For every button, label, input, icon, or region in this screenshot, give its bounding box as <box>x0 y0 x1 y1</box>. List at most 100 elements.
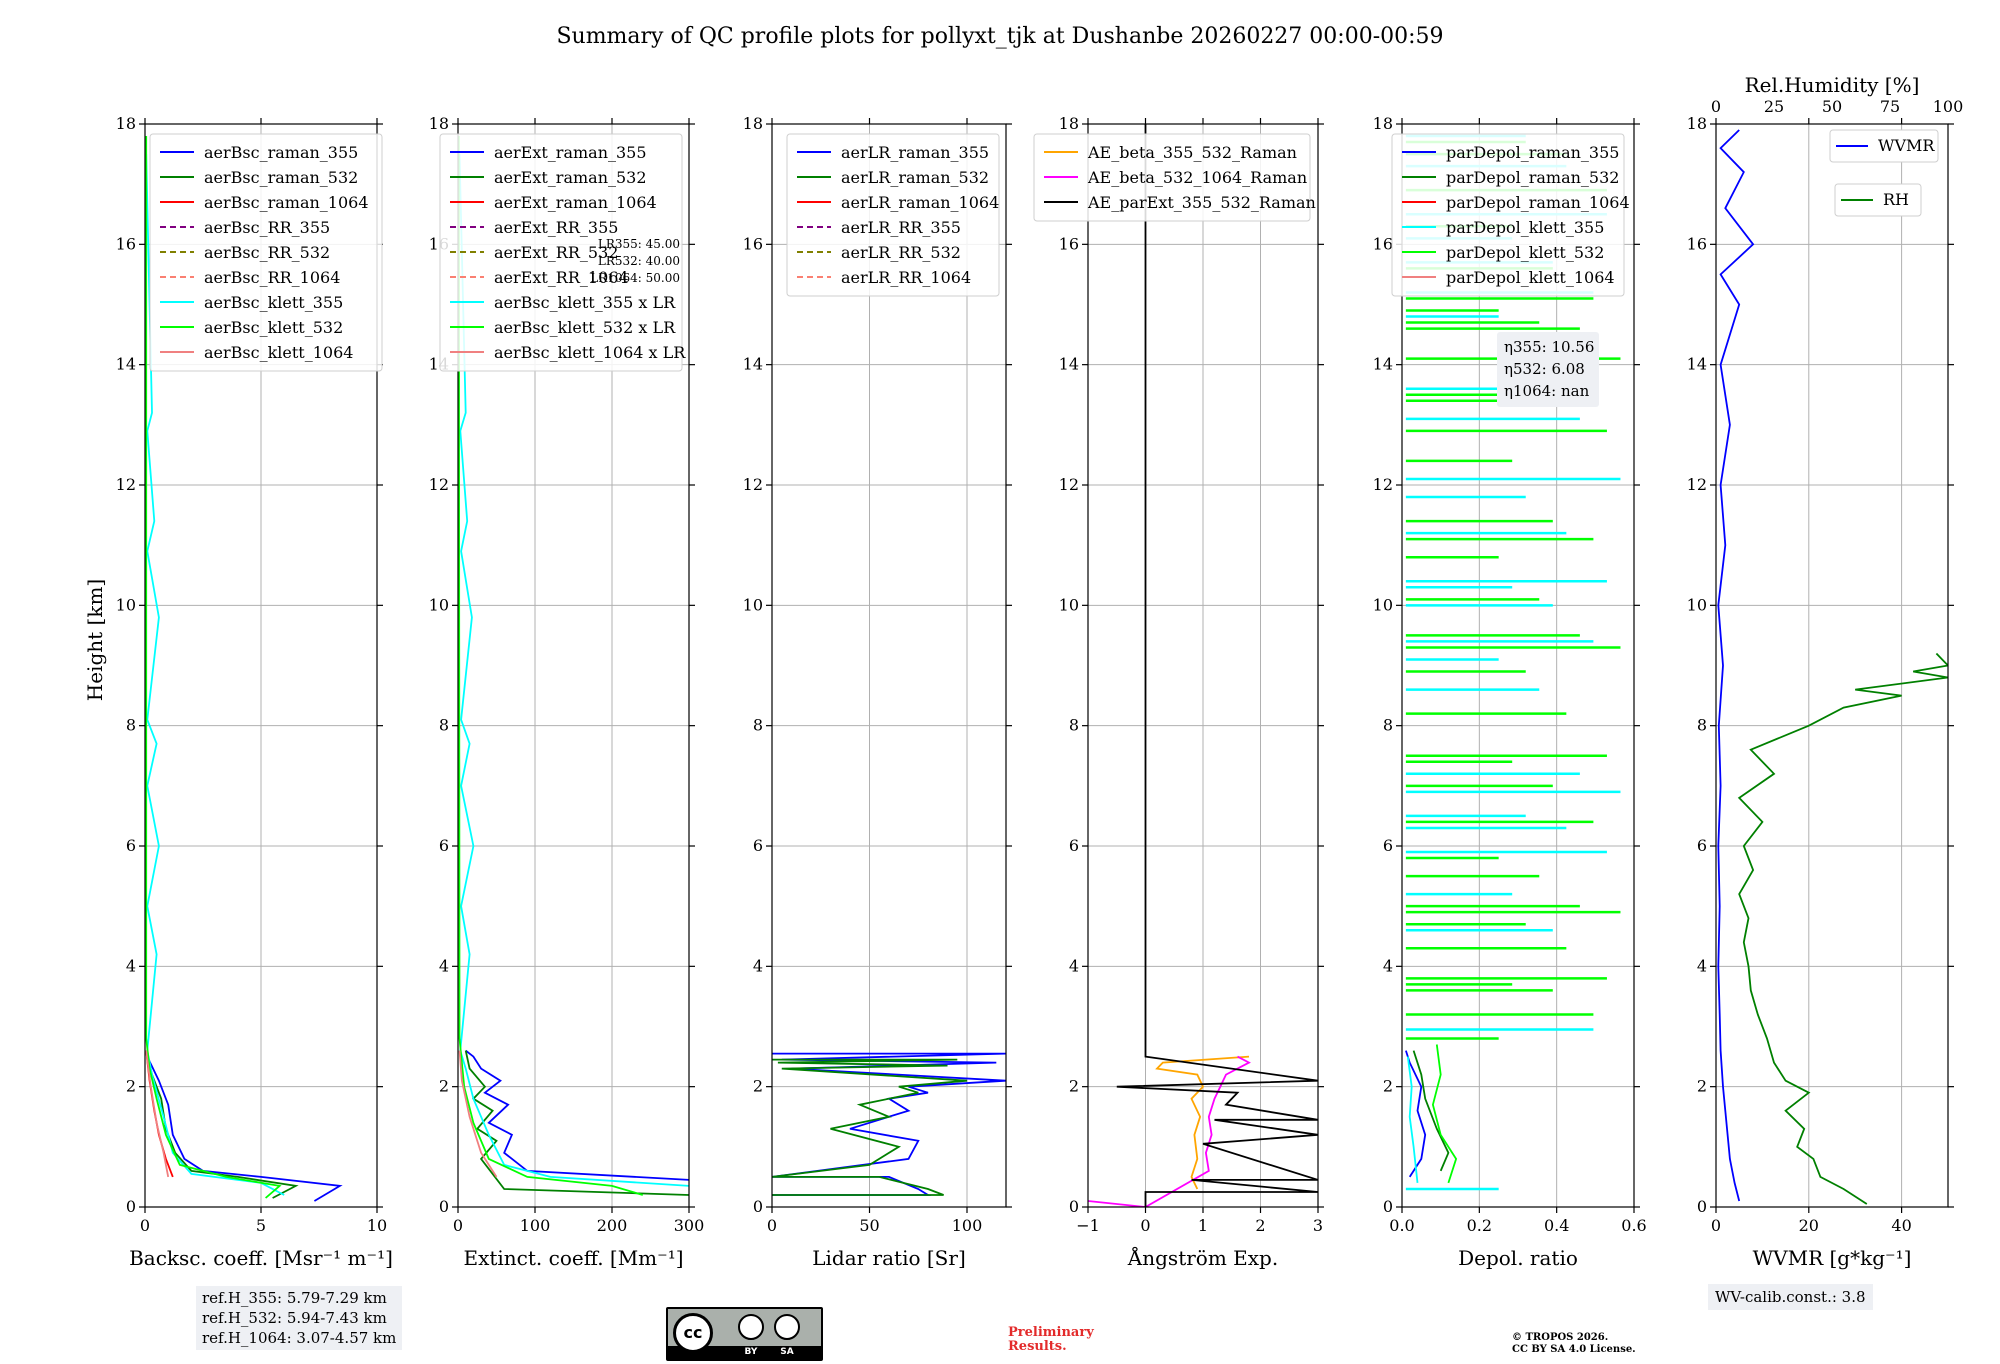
legend-box <box>1391 133 1625 297</box>
y-tick-label: 2 <box>126 1077 136 1096</box>
y-tick-label: 10 <box>1687 595 1707 614</box>
y-tick-label: 0 <box>1383 1197 1393 1216</box>
panel-bsc: 0 5 10 0 2 4 6 8 10 12 14 16 18 Backsc. coeff. [Msr⁻¹… <box>116 114 393 1270</box>
x-tick-label: 100 <box>520 1216 551 1235</box>
x-tick-label: 50 <box>859 1216 879 1235</box>
y-tick-label: 2 <box>753 1077 763 1096</box>
y-tick-label: 6 <box>1697 836 1707 855</box>
reference-heights-box: ref.H_355: 5.79-7.29 km ref.H_532: 5.94-… <box>196 1286 403 1350</box>
legend-label: aerBsc_raman_355 <box>204 143 358 162</box>
x-tick-label: 10 <box>367 1216 387 1235</box>
legend-box <box>149 133 383 372</box>
legend-box <box>439 133 683 372</box>
y-tick-label: 16 <box>1687 234 1707 253</box>
legend-label: aerLR_raman_1064 <box>841 193 999 212</box>
legend-label: WVMR <box>1878 136 1935 155</box>
legend-label: aerBsc_klett_532 <box>204 318 343 337</box>
y-tick-label: 14 <box>743 355 763 374</box>
data-layer <box>458 135 689 1196</box>
legend-label: aerBsc_klett_532 x LR <box>494 318 676 337</box>
x-tick-label: −1 <box>1076 1216 1100 1235</box>
legend-label: AE_beta_532_1064_Raman <box>1087 168 1307 187</box>
share-alike-icon <box>774 1314 800 1340</box>
y-tick-label: 18 <box>429 114 449 133</box>
eta-annotation: η532: 6.08 <box>1504 360 1585 378</box>
y-tick-label: 0 <box>753 1197 763 1216</box>
legend-label: aerExt_raman_1064 <box>494 193 657 212</box>
y-tick-label: 6 <box>753 836 763 855</box>
y-tick-label: 0 <box>439 1197 449 1216</box>
wv-calibration-box: WV-calib.const.: 3.8 <box>1708 1284 1873 1310</box>
data-layer <box>145 136 343 1202</box>
top-x-tick-label: 0 <box>1711 97 1721 116</box>
x-tick-label: 20 <box>1799 1216 1819 1235</box>
lr-annotation: LR1064: 50.00 <box>590 271 680 285</box>
legend-label: aerLR_raman_355 <box>841 143 989 162</box>
series-aerBsc_klett_355 <box>145 154 285 1196</box>
y-tick-label: 14 <box>116 355 136 374</box>
series-aerBsc_raman_355 <box>146 1056 343 1202</box>
x-tick-label: 100 <box>952 1216 983 1235</box>
y-tick-label: 0 <box>126 1197 136 1216</box>
x-tick-label: 0 <box>453 1216 463 1235</box>
series-AE_beta_355_532_Raman <box>1155 1055 1250 1190</box>
series-aerExt_raman_532 <box>464 1050 689 1196</box>
figure-title: Summary of QC profile plots for pollyxt_… <box>556 24 1443 49</box>
y-tick-label: 18 <box>116 114 136 133</box>
legend-box <box>1834 183 1922 217</box>
panel-depol: 0.0 0.2 0.4 0.6 0 2 4 6 8 10 12 14 16 18 Depol. ratio p… <box>1373 114 1647 1270</box>
y-tick-label: 6 <box>439 836 449 855</box>
series-aerBsc_klett_532 <box>145 136 282 1199</box>
legend-label: aerExt_RR_532 <box>494 243 618 262</box>
x-axis-label: Backsc. coeff. [Msr⁻¹ m⁻¹] <box>129 1246 393 1270</box>
legend-label: aerBsc_klett_355 x LR <box>494 293 676 312</box>
series-aerLR_raman_355 <box>772 1052 1006 1196</box>
series-parDepol_raman_532 <box>1412 1050 1450 1172</box>
legend-box <box>1829 129 1939 163</box>
series-parDepol_raman_355 <box>1405 1050 1427 1178</box>
x-tick-label: 0 <box>140 1216 150 1235</box>
cc-logo-icon: cc <box>673 1313 713 1353</box>
x-axis-label: Ångström Exp. <box>1127 1245 1278 1270</box>
x-tick-label: 0.4 <box>1544 1216 1569 1235</box>
series-aerBsc_klett_1064 <box>145 1050 170 1178</box>
legend-label: aerExt_RR_355 <box>494 218 618 237</box>
x-tick-label: 5 <box>256 1216 266 1235</box>
y-tick-label: 18 <box>1373 114 1393 133</box>
legend-label: aerLR_RR_355 <box>841 218 961 237</box>
eta-annotation: η1064: nan <box>1504 382 1590 400</box>
x-tick-label: 0 <box>1711 1216 1721 1235</box>
y-tick-label: 10 <box>743 595 763 614</box>
top-x-axis-label: Rel.Humidity [%] <box>1745 73 1920 97</box>
y-tick-label: 2 <box>1383 1077 1393 1096</box>
y-tick-label: 4 <box>439 956 449 975</box>
x-axis-label: Depol. ratio <box>1458 1246 1578 1270</box>
y-tick-label: 10 <box>116 595 136 614</box>
series-aerExt_raman_355 <box>465 1049 689 1181</box>
data-layer <box>1405 134 1621 1191</box>
legend-label: AE_beta_355_532_Raman <box>1087 143 1297 162</box>
data-layer <box>772 1052 1006 1196</box>
legend-label: parDepol_raman_1064 <box>1446 193 1630 212</box>
legend-label: aerBsc_RR_355 <box>204 218 330 237</box>
x-axis-label: Lidar ratio [Sr] <box>812 1246 966 1270</box>
y-tick-label: 12 <box>1373 475 1393 494</box>
panel-lr: 0 50 100 0 2 4 6 8 10 12 14 16 18 Lidar ratio [Sr] aer… <box>743 114 1012 1270</box>
x-tick-label: 3 <box>1313 1216 1323 1235</box>
series-AE_parExt_355_532_Raman <box>1116 124 1318 1207</box>
y-tick-label: 0 <box>1069 1197 1079 1216</box>
y-tick-label: 6 <box>126 836 136 855</box>
legend-label: aerBsc_RR_532 <box>204 243 330 262</box>
license-by-label: BY <box>744 1347 758 1357</box>
y-tick-label: 16 <box>743 234 763 253</box>
y-tick-label: 10 <box>1373 595 1393 614</box>
y-tick-label: 4 <box>126 956 136 975</box>
legend-label: aerBsc_klett_355 <box>204 293 343 312</box>
y-tick-label: 12 <box>1059 475 1079 494</box>
legend-label: parDepol_klett_1064 <box>1446 268 1615 287</box>
legend-label: aerBsc_raman_532 <box>204 168 358 187</box>
top-x-tick-label: 75 <box>1880 97 1900 116</box>
x-axis-label: Extinct. coeff. [Mm⁻¹] <box>463 1246 683 1270</box>
